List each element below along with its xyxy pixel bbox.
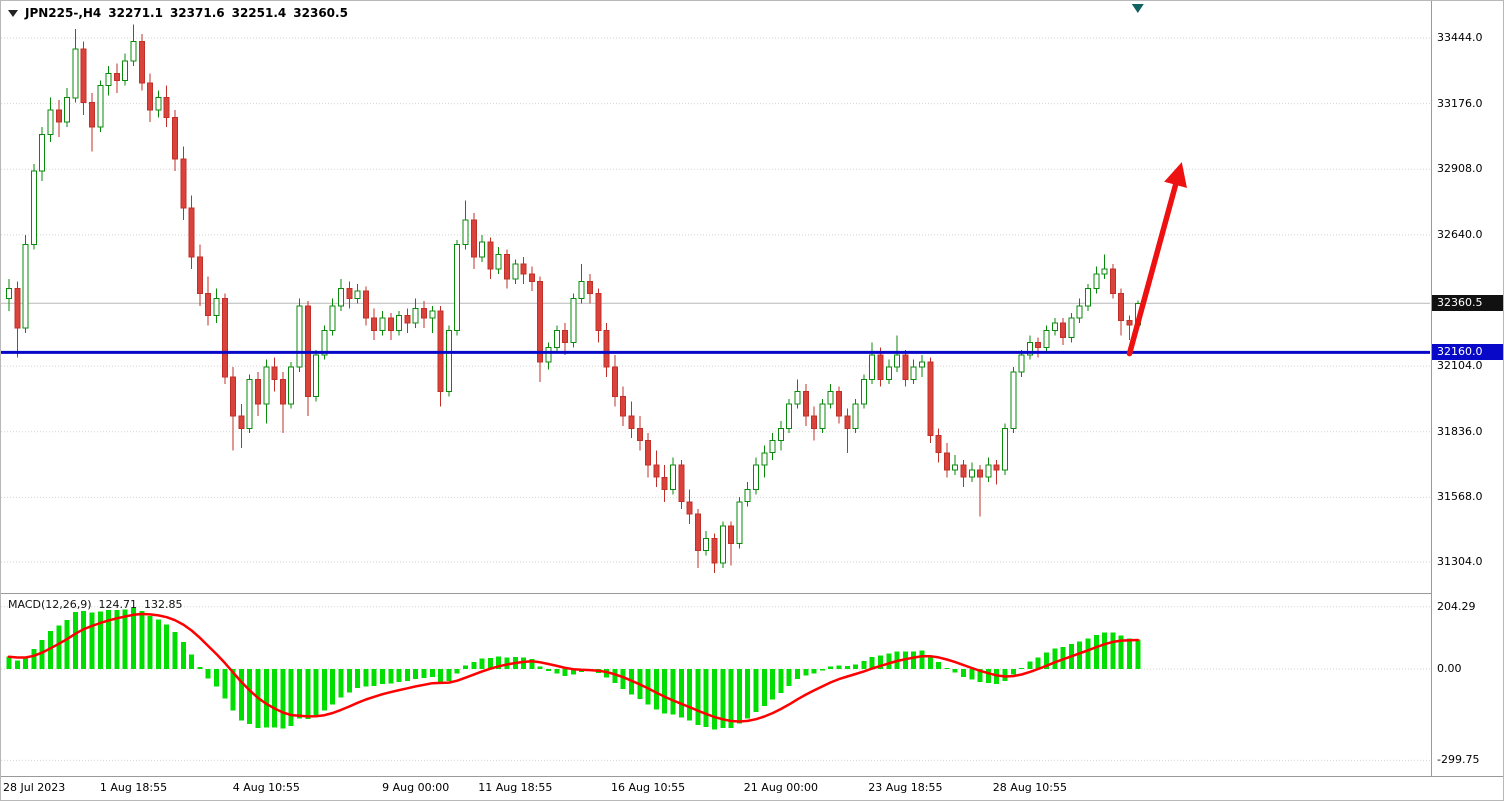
macd-signal-line — [7, 612, 1140, 723]
macd-tick-label: 0.00 — [1437, 662, 1462, 675]
panel-separator[interactable] — [1, 593, 1503, 594]
candlestick-series — [6, 24, 1141, 573]
time-marker-icon — [1131, 4, 1144, 13]
time-tick-label: 1 Aug 18:55 — [99, 781, 168, 794]
symbol-dropdown-icon[interactable] — [8, 9, 18, 17]
macd-tick-label: 204.29 — [1437, 599, 1476, 613]
price-tick-label: 33444.0 — [1437, 31, 1483, 44]
time-tick-label: 11 Aug 18:55 — [478, 781, 553, 794]
price-chart-canvas[interactable] — [1, 1, 1430, 593]
symbol-period-label: JPN225-,H4 — [25, 6, 102, 20]
time-tick-label: 16 Aug 10:55 — [611, 781, 686, 794]
time-tick-label: 23 Aug 18:55 — [868, 781, 943, 794]
price-tick-label: 32640.0 — [1437, 227, 1483, 241]
macd-indicator-label: MACD(12,26,9) 124.71 132.85 — [8, 598, 183, 611]
price-tick-label: 32908.0 — [1437, 162, 1483, 176]
hline-price-value: 32160.0 — [1437, 345, 1483, 359]
current-price-value: 32360.5 — [1437, 296, 1483, 310]
price-tick-label: 31836.0 — [1437, 424, 1483, 438]
macd-label-text: MACD(12,26,9) — [8, 598, 92, 611]
time-tick-label: 28 Jul 2023 — [3, 781, 66, 794]
price-tick-label: 31304.0 — [1437, 554, 1483, 568]
macd-indicator-canvas[interactable] — [1, 594, 1430, 776]
bar-low-value: 32251.4 — [231, 6, 287, 20]
bar-high-value: 32371.6 — [169, 6, 225, 20]
macd-signal-value: 132.85 — [144, 598, 183, 611]
price-tick-label: 31568.0 — [1437, 490, 1483, 504]
time-tick-label: 4 Aug 10:55 — [232, 781, 300, 794]
price-tick-label: 32104.0 — [1437, 359, 1483, 373]
bar-open-value: 32271.1 — [108, 6, 163, 20]
time-axis-separator — [1, 776, 1503, 777]
macd-tick-label: -299.75 — [1437, 753, 1480, 767]
chart-header: JPN225-,H4 32271.1 32371.6 32251.4 32360… — [8, 6, 348, 20]
hline-price-badge: 32160.0 — [1432, 344, 1503, 361]
macd-main-value: 124.71 — [98, 598, 138, 611]
trend-arrow[interactable] — [1126, 162, 1187, 357]
price-axis: 32360.5 32160.0 33444.0 33176.0 32908.0 326… — [1431, 1, 1503, 776]
time-tick-label: 9 Aug 00:00 — [382, 781, 450, 794]
macd-histogram — [6, 608, 1141, 730]
price-tick-label: 33176.0 — [1437, 96, 1483, 110]
time-tick-label: 21 Aug 00:00 — [743, 781, 818, 794]
time-axis: 28 Jul 2023 1 Aug 18:55 4 Aug 10:55 9 Aug 0… — [1, 777, 1503, 800]
bar-close-value: 32360.5 — [293, 6, 348, 20]
current-price-badge: 32360.5 — [1432, 295, 1503, 312]
time-tick-label: 28 Aug 10:55 — [992, 781, 1067, 794]
